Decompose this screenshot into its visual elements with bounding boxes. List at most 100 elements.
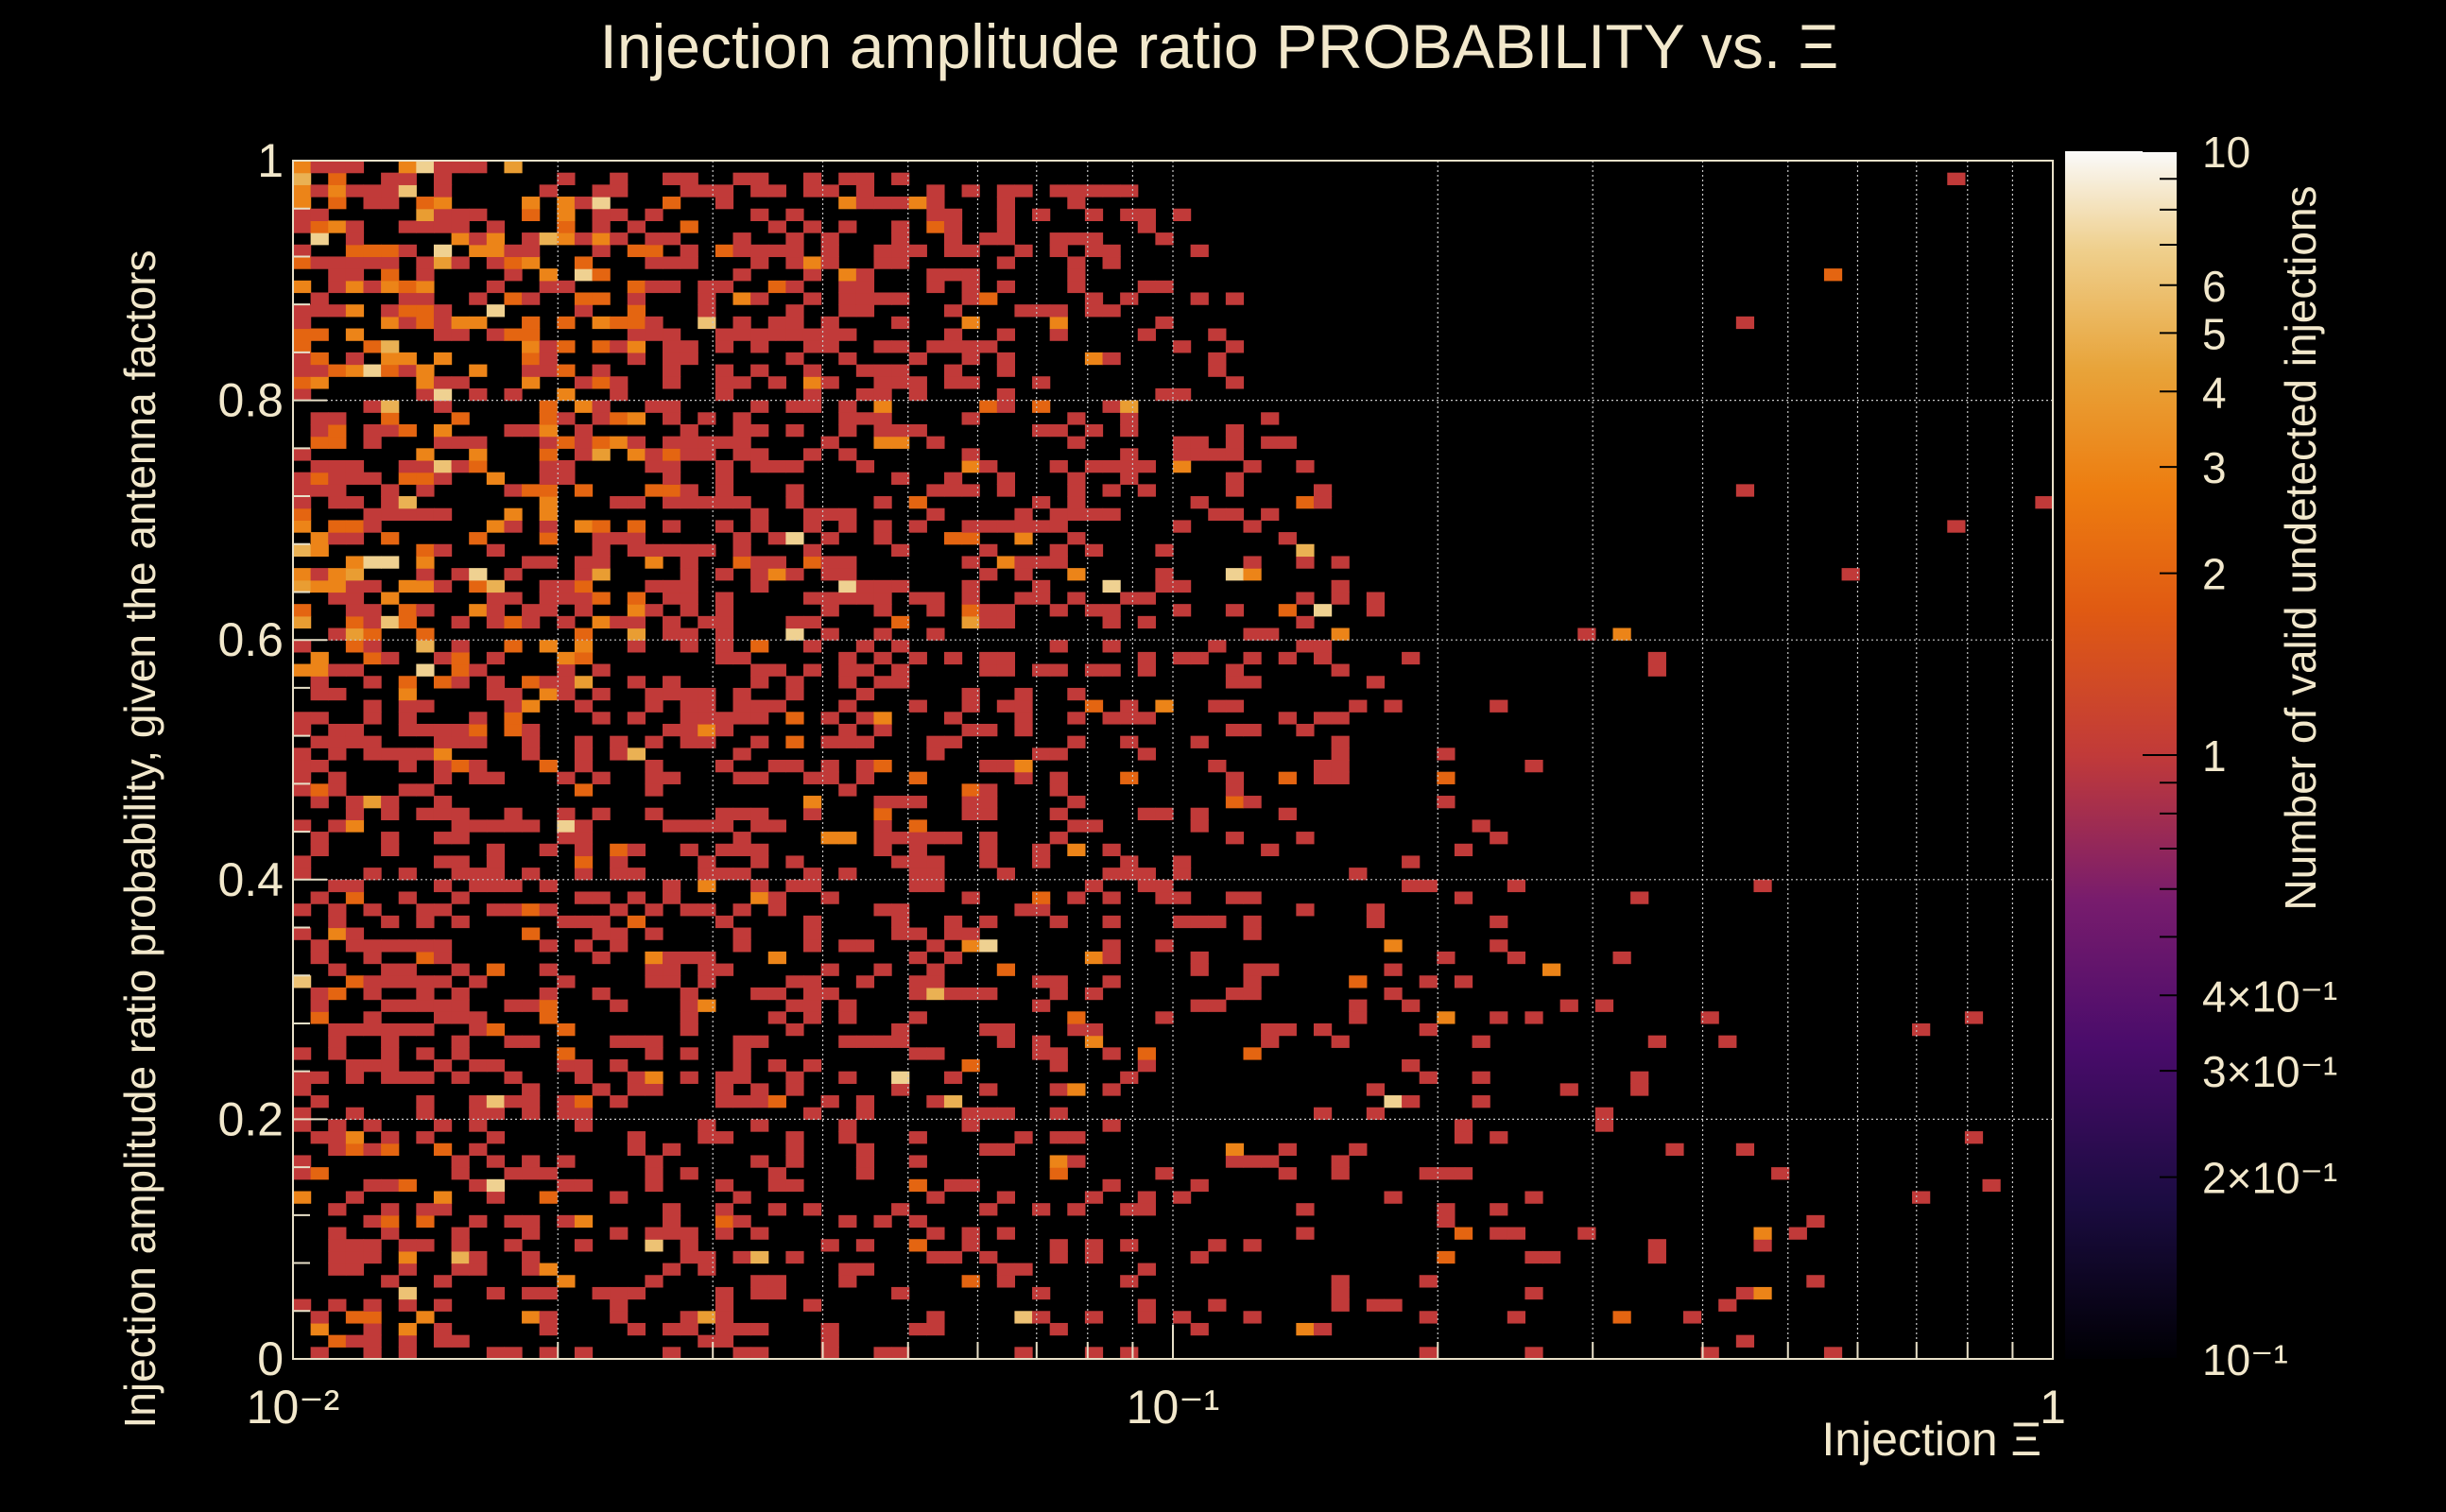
heatmap-bin	[433, 244, 453, 258]
heatmap-bin	[750, 292, 769, 305]
heatmap-bin	[416, 1311, 435, 1324]
heatmap-bin	[345, 579, 365, 593]
heatmap-bin	[451, 1263, 470, 1276]
heatmap-bin	[592, 232, 611, 246]
heatmap-bin	[416, 1022, 435, 1037]
heatmap-bin	[1067, 184, 1086, 198]
heatmap-bin	[855, 292, 875, 305]
heatmap-bin	[416, 939, 435, 953]
heatmap-bin	[363, 747, 382, 761]
heatmap-bin	[1243, 676, 1262, 689]
heatmap-bin	[433, 1275, 453, 1288]
heatmap-bin	[1454, 1227, 1473, 1240]
heatmap-bin	[1278, 532, 1297, 545]
heatmap-bin	[522, 1263, 541, 1276]
heatmap-bin	[328, 256, 347, 269]
heatmap-bin	[645, 316, 663, 330]
heatmap-bin	[310, 1311, 329, 1324]
heatmap-bin	[908, 1047, 927, 1060]
colorbar-tick-label: 2	[2202, 550, 2227, 599]
heatmap-bin	[1190, 1322, 1209, 1336]
heatmap-bin	[715, 963, 734, 976]
heatmap-bin	[1647, 1250, 1666, 1264]
heatmap-bin	[522, 699, 541, 713]
heatmap-bin	[522, 615, 541, 629]
heatmap-bin	[1243, 975, 1262, 988]
heatmap-bin	[363, 951, 382, 965]
heatmap-bin	[926, 855, 945, 868]
heatmap-bin	[451, 412, 470, 425]
heatmap-bin	[504, 256, 523, 269]
heatmap-bin	[310, 184, 329, 198]
heatmap-bin	[1014, 507, 1033, 521]
heatmap-bin	[715, 807, 734, 820]
heatmap-bin	[328, 161, 347, 174]
heatmap-bin	[627, 1083, 646, 1096]
heatmap-bin	[838, 651, 857, 665]
heatmap-bin	[627, 1035, 646, 1048]
heatmap-bin	[539, 268, 558, 282]
heatmap-bin	[732, 843, 751, 857]
heatmap-bin	[961, 783, 980, 797]
heatmap-bin	[293, 1119, 312, 1132]
heatmap-bin	[416, 1131, 435, 1144]
heatmap-bin	[1190, 951, 1209, 965]
heatmap-bin	[979, 783, 998, 797]
heatmap-bin	[363, 280, 382, 294]
heatmap-bin	[961, 316, 980, 330]
heatmap-bin	[504, 244, 523, 258]
heatmap-bin	[802, 663, 822, 677]
heatmap-bin	[504, 723, 523, 737]
heatmap-bin	[363, 1143, 382, 1157]
heatmap-bin	[1313, 604, 1333, 617]
heatmap-bin	[1102, 640, 1121, 653]
heatmap-bin	[1032, 1203, 1051, 1216]
heatmap-bin	[891, 1286, 910, 1300]
heatmap-bin	[451, 999, 470, 1012]
heatmap-bin	[926, 1250, 945, 1264]
heatmap-bin	[855, 387, 875, 402]
heatmap-bin	[1612, 1311, 1631, 1324]
heatmap-bin	[1173, 604, 1192, 617]
heatmap-bin	[767, 891, 786, 904]
heatmap-bin	[750, 364, 769, 377]
heatmap-bin	[680, 184, 698, 198]
heatmap-bin	[381, 1227, 400, 1240]
heatmap-bin	[310, 364, 329, 377]
heatmap-bin	[416, 807, 435, 820]
heatmap-bin	[785, 352, 804, 366]
heatmap-bin	[1067, 1203, 1086, 1216]
heatmap-bin	[1313, 1322, 1333, 1336]
heatmap-bin	[802, 615, 822, 629]
heatmap-bin	[838, 328, 857, 341]
heatmap-bin	[715, 280, 734, 294]
heatmap-bin	[1208, 999, 1227, 1012]
heatmap-bin	[363, 436, 382, 449]
heatmap-bin	[750, 579, 769, 593]
heatmap-bin	[1964, 1131, 1984, 1144]
heatmap-bin	[873, 1035, 892, 1048]
heatmap-bin	[785, 304, 804, 318]
heatmap-bin	[381, 963, 400, 976]
heatmap-bin	[979, 1107, 998, 1120]
heatmap-bin	[663, 436, 681, 449]
heatmap-bin	[732, 328, 751, 341]
heatmap-bin	[785, 879, 804, 893]
heatmap-bin	[1419, 1022, 1438, 1037]
heatmap-bin	[557, 771, 576, 784]
heatmap-bin	[1173, 579, 1192, 593]
heatmap-bin	[293, 819, 312, 833]
heatmap-bin	[1049, 604, 1068, 617]
heatmap-bin	[767, 316, 786, 330]
heatmap-bin	[891, 1203, 910, 1216]
heatmap-bin	[855, 687, 875, 701]
heatmap-bin	[486, 1178, 506, 1193]
heatmap-bin	[908, 843, 927, 857]
heatmap-bin	[1454, 1131, 1473, 1144]
heatmap-bin	[486, 843, 506, 857]
heatmap-bin	[363, 1334, 382, 1348]
heatmap-bin	[469, 723, 488, 737]
heatmap-bin	[698, 280, 716, 294]
heatmap-bin	[398, 963, 417, 976]
heatmap-bin	[310, 796, 329, 809]
